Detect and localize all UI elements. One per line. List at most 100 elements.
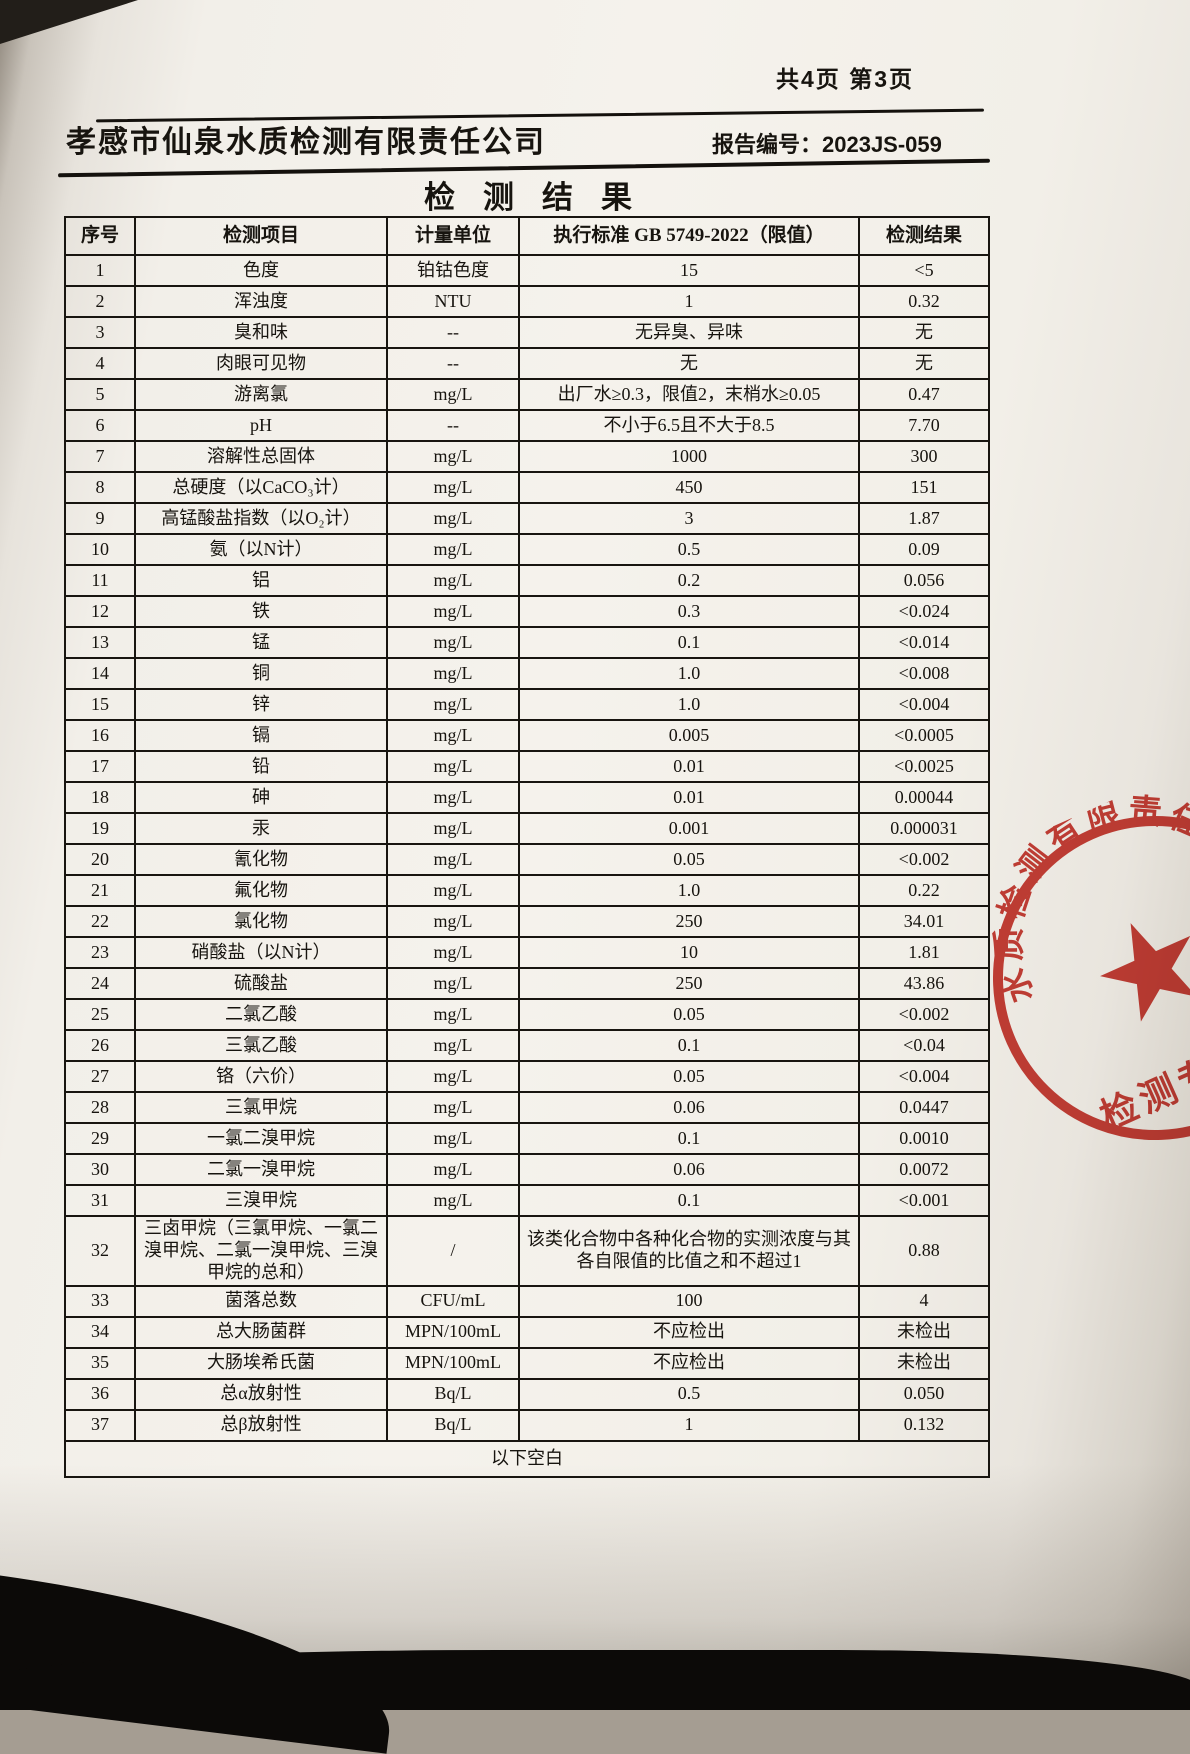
cell-item: 溶解性总固体 (134, 440, 388, 473)
cell-standard: 0.005 (518, 719, 860, 752)
table-row: 25 二氯乙酸 mg/L 0.05 <0.002 (64, 998, 990, 1031)
cell-unit: mg/L (386, 719, 520, 752)
cell-standard: 不小于6.5且不大于8.5 (518, 409, 860, 442)
cell-seq: 35 (64, 1346, 136, 1380)
cell-seq: 15 (64, 688, 136, 721)
cell-item: 硝酸盐（以N计） (134, 936, 388, 969)
cell-standard: 15 (518, 254, 860, 287)
table-row: 29 一氯二溴甲烷 mg/L 0.1 0.0010 (64, 1122, 990, 1155)
cell-item: 三卤甲烷（三氯甲烷、一氯二溴甲烷、二氯一溴甲烷、三溴甲烷的总和） (134, 1215, 388, 1287)
cell-item: 大肠埃希氏菌 (134, 1346, 388, 1380)
cell-result: <0.014 (858, 626, 990, 659)
cell-item: 菌落总数 (134, 1284, 388, 1318)
cell-result: <0.008 (858, 657, 990, 690)
cell-seq: 1 (64, 254, 136, 287)
cell-item: 铜 (134, 657, 388, 690)
blank-below-note: 以下空白 (64, 1439, 990, 1478)
cell-standard: 450 (518, 471, 860, 504)
cell-seq: 4 (64, 347, 136, 380)
cell-standard: 0.06 (518, 1091, 860, 1124)
cell-unit: mg/L (386, 533, 520, 566)
cell-standard: 1.0 (518, 657, 860, 690)
cell-seq: 8 (64, 471, 136, 504)
cell-seq: 17 (64, 750, 136, 783)
cell-item: 锌 (134, 688, 388, 721)
cell-seq: 10 (64, 533, 136, 566)
cell-unit: -- (386, 409, 520, 442)
cell-unit: mg/L (386, 1091, 520, 1124)
table-row: 30 二氯一溴甲烷 mg/L 0.06 0.0072 (64, 1153, 990, 1186)
cell-standard: 0.01 (518, 750, 860, 783)
cell-item: 总硬度（以CaCO₃计） (134, 471, 388, 504)
cell-result: 1.87 (858, 502, 990, 535)
cell-seq: 3 (64, 316, 136, 349)
column-header-item: 检测项目 (134, 216, 388, 256)
cell-standard: 0.1 (518, 1184, 860, 1217)
cell-result: 4 (858, 1284, 990, 1318)
cell-seq: 9 (64, 502, 136, 535)
cell-unit: -- (386, 347, 520, 380)
cell-item: 氯化物 (134, 905, 388, 938)
cell-result: 未检出 (858, 1315, 990, 1349)
cell-unit: MPN/100mL (386, 1346, 520, 1380)
cell-standard: 0.1 (518, 626, 860, 659)
cell-unit: MPN/100mL (386, 1315, 520, 1349)
cell-seq: 31 (64, 1184, 136, 1217)
cell-standard: 250 (518, 905, 860, 938)
cell-standard: 1000 (518, 440, 860, 473)
cell-result: 无 (858, 347, 990, 380)
cell-item: 三氯甲烷 (134, 1091, 388, 1124)
cell-unit: mg/L (386, 440, 520, 473)
cell-result: <0.0005 (858, 719, 990, 752)
cell-seq: 2 (64, 285, 136, 318)
cell-result: 未检出 (858, 1346, 990, 1380)
cell-result: 34.01 (858, 905, 990, 938)
cell-unit: mg/L (386, 1060, 520, 1093)
cell-result: <0.002 (858, 998, 990, 1031)
cell-result: 300 (858, 440, 990, 473)
cell-item: 铝 (134, 564, 388, 597)
table-row: 4 肉眼可见物 -- 无无 (64, 347, 990, 380)
company-name: 孝感市仙泉水质检测有限责任公司 (66, 126, 546, 159)
cell-item: 高锰酸盐指数（以O₂计） (134, 502, 388, 535)
cell-item: 肉眼可见物 (134, 347, 388, 380)
cell-seq: 37 (64, 1408, 136, 1442)
cell-item: 三氯乙酸 (134, 1029, 388, 1062)
cell-unit: mg/L (386, 874, 520, 907)
cell-unit: mg/L (386, 378, 520, 411)
table-row: 27 铬（六价） mg/L 0.05 <0.004 (64, 1060, 990, 1093)
cell-result: 0.22 (858, 874, 990, 907)
cell-unit: / (386, 1215, 520, 1287)
cell-standard: 不应检出 (518, 1315, 860, 1349)
cell-unit: Bq/L (386, 1377, 520, 1411)
cell-result: 0.050 (858, 1377, 990, 1411)
table-row: 36 总α放射性 Bq/L 0.5 0.050 (64, 1377, 990, 1411)
cell-item: 汞 (134, 812, 388, 845)
table-row: 21 氟化物 mg/L 1.0 0.22 (64, 874, 990, 907)
cell-standard: 1 (518, 1408, 860, 1442)
cell-standard: 1.0 (518, 688, 860, 721)
cell-unit: mg/L (386, 595, 520, 628)
cell-unit: mg/L (386, 657, 520, 690)
cell-seq: 28 (64, 1091, 136, 1124)
cell-unit: Bq/L (386, 1408, 520, 1442)
cell-seq: 20 (64, 843, 136, 876)
cell-result: 0.000031 (858, 812, 990, 845)
column-header-result: 检测结果 (858, 216, 990, 256)
table-row: 24 硫酸盐 mg/L 250 43.86 (64, 967, 990, 1000)
cell-standard: 0.05 (518, 843, 860, 876)
table-row: 14 铜 mg/L 1.0 <0.008 (64, 657, 990, 690)
cell-item: 铬（六价） (134, 1060, 388, 1093)
cell-item: 锰 (134, 626, 388, 659)
table-row: 35 大肠埃希氏菌 MPN/100mL 不应检出 未检出 (64, 1346, 990, 1380)
table-row: 32 三卤甲烷（三氯甲烷、一氯二溴甲烷、二氯一溴甲烷、三溴甲烷的总和） / 该类化合物… (64, 1215, 990, 1287)
scan-black-artifact-bottom (0, 1650, 1190, 1710)
table-row: 12 铁 mg/L 0.3 <0.024 (64, 595, 990, 628)
table-row: 18 砷 mg/L 0.01 0.00044 (64, 781, 990, 814)
cell-result: <0.0025 (858, 750, 990, 783)
cell-result: <0.004 (858, 1060, 990, 1093)
cell-seq: 36 (64, 1377, 136, 1411)
cell-result: 0.0447 (858, 1091, 990, 1124)
cell-item: 硫酸盐 (134, 967, 388, 1000)
cell-item: 铁 (134, 595, 388, 628)
